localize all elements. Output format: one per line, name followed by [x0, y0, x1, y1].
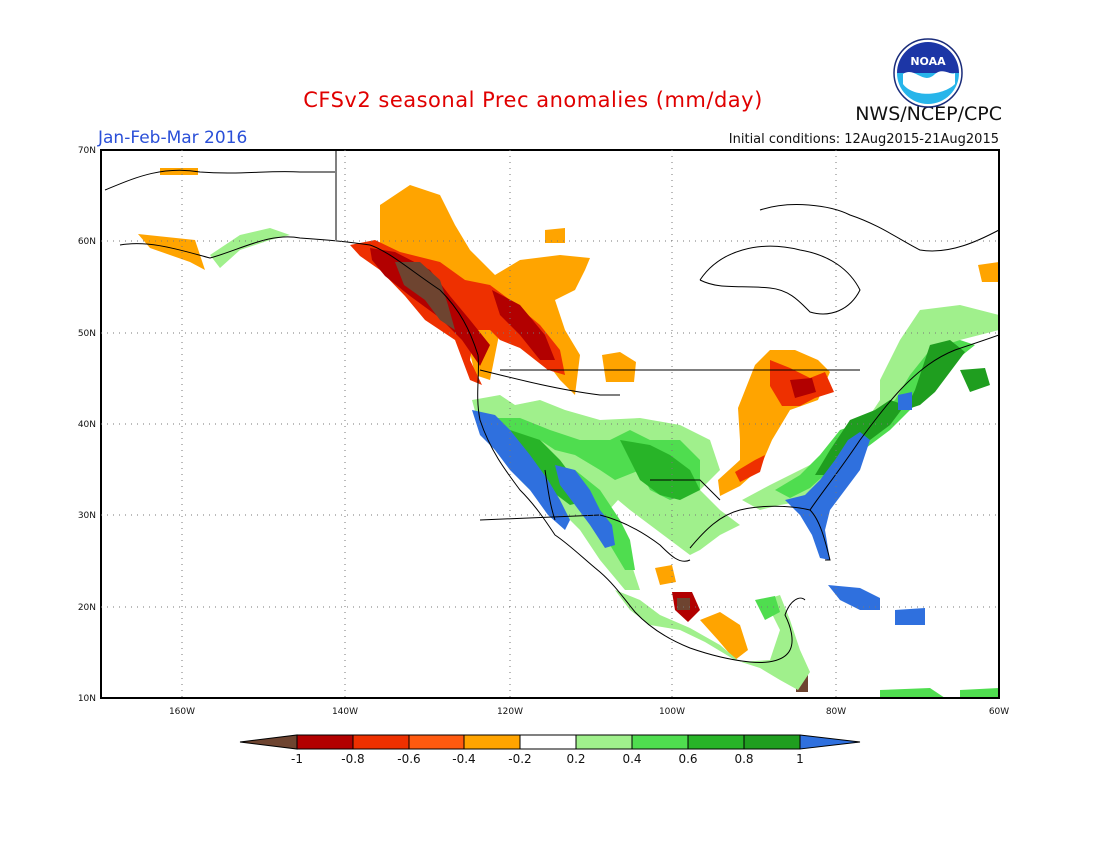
legend-swatch	[408, 734, 465, 750]
legend-swatch	[687, 734, 745, 750]
lat-label: 60N	[78, 237, 96, 247]
legend-label: -0.4	[452, 752, 475, 766]
noaa-logo-icon: NOAA	[893, 38, 963, 108]
legend-swatch	[296, 734, 354, 750]
lat-label: 30N	[78, 511, 96, 521]
agency-label: NWS/NCEP/CPC	[855, 103, 1002, 125]
legend-swatch	[463, 734, 521, 750]
anomaly-field	[138, 168, 999, 698]
coastlines	[104, 150, 999, 663]
forecast-period: Jan-Feb-Mar 2016	[98, 128, 248, 148]
lon-label: 160W	[169, 707, 195, 717]
latitude-labels: 70N 60N 50N 40N 30N 20N 10N	[78, 146, 96, 704]
legend-swatch	[799, 734, 861, 750]
legend-label: 0.4	[622, 752, 641, 766]
legend-label: 0.2	[566, 752, 585, 766]
logo-text: NOAA	[910, 55, 946, 68]
legend-swatch	[519, 734, 577, 750]
lat-label: 10N	[78, 694, 96, 704]
lat-label: 20N	[78, 603, 96, 613]
lon-label: 80W	[826, 707, 846, 717]
lat-label: 70N	[78, 146, 96, 156]
lon-label: 120W	[497, 707, 523, 717]
legend-swatch	[631, 734, 689, 750]
lon-label: 100W	[659, 707, 685, 717]
lon-label: 60W	[989, 707, 1009, 717]
legend-swatch	[575, 734, 633, 750]
dry-anomaly-regions	[138, 168, 999, 692]
initial-conditions: Initial conditions: 12Aug2015-21Aug2015	[728, 132, 999, 147]
lat-label: 50N	[78, 329, 96, 339]
legend-label: -0.8	[341, 752, 364, 766]
lon-label: 140W	[332, 707, 358, 717]
legend-label: -0.2	[508, 752, 531, 766]
legend-label: -0.6	[397, 752, 420, 766]
color-legend: -1 -0.8 -0.6 -0.4 -0.2 0.2 0.4 0.6 0.8 1	[239, 734, 861, 766]
wet-anomaly-regions	[210, 228, 999, 698]
map-title: CFSv2 seasonal Prec anomalies (mm/day)	[303, 88, 763, 112]
legend-label: 0.6	[678, 752, 697, 766]
lat-label: 40N	[78, 420, 96, 430]
legend-label: 0.8	[734, 752, 753, 766]
legend-swatch	[352, 734, 410, 750]
legend-label: -1	[291, 752, 303, 766]
legend-swatch	[239, 734, 298, 750]
legend-label: 1	[796, 752, 804, 766]
legend-swatch	[743, 734, 801, 750]
longitude-labels: 160W 140W 120W 100W 80W 60W	[169, 707, 1009, 717]
gridlines	[101, 150, 999, 698]
